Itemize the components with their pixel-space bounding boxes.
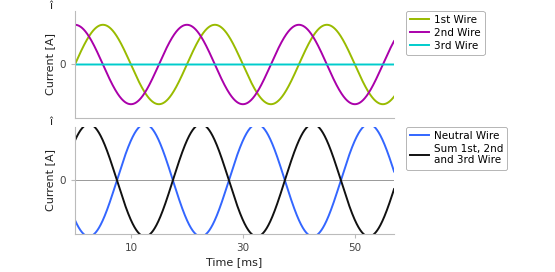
2nd Wire — [128, 103, 134, 106]
Text: î: î — [49, 117, 53, 127]
Sum 1st, 2nd
and 3rd Wire — [208, 132, 214, 135]
X-axis label: Time [ms]: Time [ms] — [206, 257, 263, 267]
Sum 1st, 2nd
and 3rd Wire — [194, 124, 200, 127]
2nd Wire — [127, 103, 134, 106]
Neutral Wire — [350, 142, 357, 145]
3rd Wire — [108, 63, 115, 66]
Sum 1st, 2nd
and 3rd Wire — [108, 161, 115, 165]
2nd Wire — [72, 23, 78, 26]
Neutral Wire — [127, 140, 134, 144]
Sum 1st, 2nd
and 3rd Wire — [385, 205, 391, 209]
1st Wire — [72, 63, 78, 66]
Neutral Wire — [310, 235, 316, 238]
3rd Wire — [385, 63, 391, 66]
Neutral Wire — [391, 170, 397, 173]
1st Wire — [108, 27, 115, 31]
Sum 1st, 2nd
and 3rd Wire — [391, 187, 397, 191]
Neutral Wire — [108, 196, 115, 199]
1st Wire — [350, 60, 357, 63]
2nd Wire — [350, 103, 357, 106]
Sum 1st, 2nd
and 3rd Wire — [127, 217, 134, 220]
1st Wire — [127, 62, 134, 65]
3rd Wire — [127, 63, 134, 66]
1st Wire — [99, 23, 106, 26]
1st Wire — [391, 95, 397, 98]
Y-axis label: Current [A]: Current [A] — [45, 33, 56, 95]
Sum 1st, 2nd
and 3rd Wire — [72, 139, 78, 142]
3rd Wire — [350, 63, 357, 66]
Line: 1st Wire: 1st Wire — [75, 25, 394, 104]
Line: 2nd Wire: 2nd Wire — [75, 25, 394, 104]
Sum 1st, 2nd
and 3rd Wire — [310, 122, 316, 126]
2nd Wire — [108, 81, 115, 84]
2nd Wire — [194, 30, 201, 33]
Neutral Wire — [254, 122, 260, 126]
Sum 1st, 2nd
and 3rd Wire — [254, 235, 260, 238]
Legend: Neutral Wire, Sum 1st, 2nd
and 3rd Wire: Neutral Wire, Sum 1st, 2nd and 3rd Wire — [406, 126, 507, 170]
2nd Wire — [208, 55, 215, 58]
3rd Wire — [391, 63, 397, 66]
2nd Wire — [385, 52, 391, 55]
1st Wire — [208, 24, 215, 27]
2nd Wire — [391, 39, 397, 43]
Sum 1st, 2nd
and 3rd Wire — [350, 215, 357, 219]
Neutral Wire — [194, 234, 200, 237]
1st Wire — [194, 41, 201, 44]
3rd Wire — [208, 63, 214, 66]
Neutral Wire — [72, 218, 78, 222]
Line: Neutral Wire: Neutral Wire — [75, 124, 394, 236]
Neutral Wire — [208, 226, 214, 229]
3rd Wire — [72, 63, 78, 66]
Y-axis label: Current [A]: Current [A] — [45, 149, 56, 211]
Legend: 1st Wire, 2nd Wire, 3rd Wire: 1st Wire, 2nd Wire, 3rd Wire — [406, 11, 485, 55]
1st Wire — [385, 101, 391, 104]
Text: î: î — [49, 1, 53, 11]
Line: Sum 1st, 2nd
and 3rd Wire: Sum 1st, 2nd and 3rd Wire — [75, 124, 394, 236]
Neutral Wire — [385, 152, 391, 155]
1st Wire — [155, 103, 162, 106]
3rd Wire — [194, 63, 200, 66]
